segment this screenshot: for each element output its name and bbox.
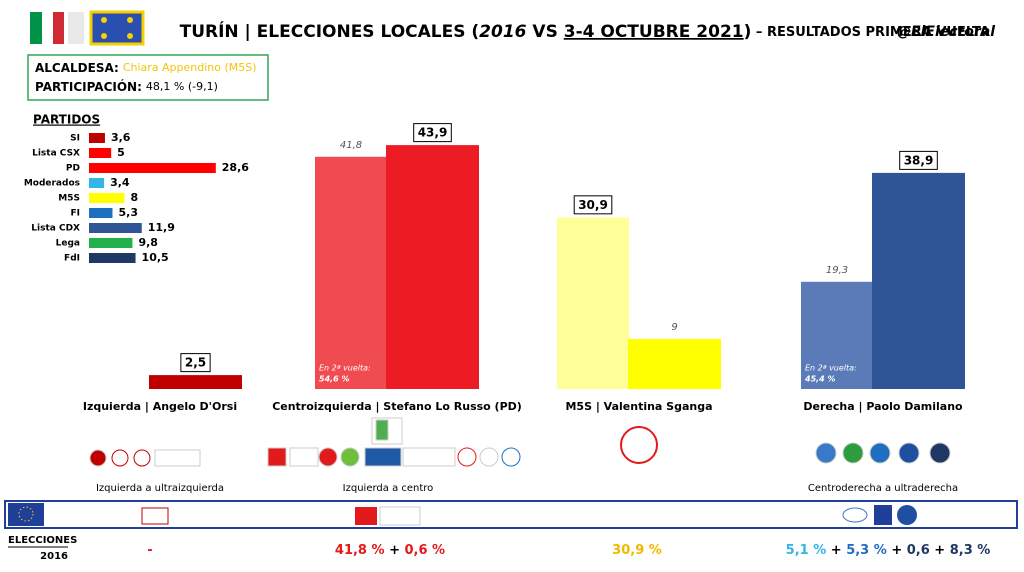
vote-label: 19,3 xyxy=(826,265,848,276)
vote-label-box xyxy=(899,150,938,170)
vote-bar xyxy=(557,217,629,389)
footer-segment: - xyxy=(147,543,152,558)
party-label: Moderados xyxy=(24,179,80,189)
footer-year: 2016 xyxy=(40,551,68,562)
vote-bar xyxy=(628,339,721,389)
footer-segment: 5,1 % xyxy=(786,543,827,558)
vote-bar xyxy=(315,156,387,389)
footer-segment: 0,6 % xyxy=(405,543,446,558)
footer-segment: 0,6 xyxy=(907,543,930,558)
candidate-label: Centroizquierda | Stefano Lo Russo (PD) xyxy=(272,400,522,413)
turnout-value: 48,1 % (-9,1) xyxy=(146,80,218,93)
vote-label: 43,9 xyxy=(418,126,448,140)
charts: SI 3,6 Lista CSX 5 PD 28,6 Moderados 3,4 M5S 8 FI 5… xyxy=(24,123,991,558)
party-label: Lista CDX xyxy=(31,224,80,234)
party-bar xyxy=(89,148,112,158)
flags xyxy=(30,10,145,46)
party-bar xyxy=(89,193,125,203)
party-label: SI xyxy=(70,134,80,144)
party-label: FI xyxy=(71,209,81,219)
vote-label: 30,9 xyxy=(578,198,608,212)
mayor: ALCALDESA: Chiara Appendino (M5S) xyxy=(35,61,257,75)
party-value: 3,4 xyxy=(110,176,130,189)
party-value: 10,5 xyxy=(142,251,169,264)
vote-label: 9 xyxy=(671,322,677,333)
party-label: PD xyxy=(66,164,80,174)
vote-label-box xyxy=(180,353,211,373)
footer-result: - xyxy=(147,543,152,558)
party-value: 3,6 xyxy=(111,131,131,144)
turnout: PARTICIPACIÓN: 48,1 % (-9,1) xyxy=(35,79,218,94)
runoff-note: 54,6 % xyxy=(319,375,350,384)
vote-label-box xyxy=(413,123,452,143)
candidate-label: Derecha | Paolo Damilano xyxy=(803,400,963,413)
footer-segment: + xyxy=(887,543,907,558)
group-range: Centroderecha a ultraderecha xyxy=(808,483,958,494)
info-box xyxy=(27,54,269,101)
runoff-note: En 2ª vuelta: xyxy=(319,364,371,373)
footer-result: 5,1 % + 5,3 % + 0,6 + 8,3 % xyxy=(786,543,991,558)
footer-segment: + xyxy=(385,543,405,558)
party-label: Lista CSX xyxy=(32,149,80,159)
parties-title: PARTIDOS xyxy=(33,113,100,127)
party-bar xyxy=(89,133,105,143)
footer-segment: + xyxy=(826,543,846,558)
candidate-label: M5S | Valentina Sganga xyxy=(565,400,712,413)
mayor-value: Chiara Appendino (M5S) xyxy=(123,61,257,74)
title-close: ) xyxy=(744,22,752,42)
party-bar xyxy=(89,178,105,188)
party-value: 8 xyxy=(130,191,138,204)
title-main: TURÍN | ELECCIONES LOCALES ( xyxy=(180,20,480,42)
eu-stars xyxy=(18,506,34,522)
party-logos xyxy=(89,417,951,467)
runoff-note: 45,4 % xyxy=(804,375,836,384)
party-label: Lega xyxy=(56,239,80,249)
vote-label-box xyxy=(573,195,613,215)
vote-label: 41,8 xyxy=(340,140,362,151)
party-value: 28,6 xyxy=(222,161,249,174)
vote-bar xyxy=(801,281,873,389)
runoff-note: En 2ª vuelta: xyxy=(805,364,857,373)
mayor-label: ALCALDESA: xyxy=(35,61,119,75)
party-bar xyxy=(89,163,216,173)
vote-label: 2,5 xyxy=(185,356,206,370)
candidate-label: Izquierda | Angelo D'Orsi xyxy=(83,400,237,413)
footer-segment: 8,3 % xyxy=(950,543,991,558)
party-value: 9,8 xyxy=(138,236,158,249)
title-date: 3-4 OCTUBRE 2021 xyxy=(564,22,744,42)
party-label: FdI xyxy=(64,254,80,264)
vote-bar xyxy=(872,172,965,389)
title: TURÍN | ELECCIONES LOCALES (2016 VS 3-4 … xyxy=(150,20,1008,42)
party-bar xyxy=(89,238,133,248)
footer-segment: 30,9 % xyxy=(612,543,662,558)
title-year: 2016 xyxy=(479,22,526,42)
footer-result: 30,9 % xyxy=(612,543,662,558)
vote-bar xyxy=(149,375,242,389)
vote-bar xyxy=(386,145,479,389)
footer-label: ELECCIONES xyxy=(8,535,77,546)
turnout-label: PARTICIPACIÓN: xyxy=(35,79,142,94)
party-bar xyxy=(89,253,136,263)
group-range: Izquierda a ultraizquierda xyxy=(96,483,224,494)
eu-group-logos xyxy=(141,505,917,526)
eu-flag xyxy=(8,503,44,526)
footer-segment: + xyxy=(930,543,950,558)
party-value: 11,9 xyxy=(148,221,175,234)
party-value: 5,3 xyxy=(118,206,138,219)
party-bar xyxy=(89,223,142,233)
party-label: M5S xyxy=(58,194,80,204)
title-vs: VS xyxy=(527,22,564,42)
vote-label: 38,9 xyxy=(904,153,934,167)
party-bar xyxy=(89,208,113,218)
europe-band xyxy=(4,500,1018,529)
handle: @ElElectoral xyxy=(897,24,995,40)
footer-segment: 5,3 % xyxy=(846,543,887,558)
title-sub: – RESULTADOS PRIMERA VUELTA xyxy=(751,25,989,40)
footer-segment: 41,8 % xyxy=(335,543,385,558)
group-range: Izquierda a centro xyxy=(343,483,434,494)
party-value: 5 xyxy=(117,146,125,159)
footer-result: 41,8 % + 0,6 % xyxy=(335,543,445,558)
